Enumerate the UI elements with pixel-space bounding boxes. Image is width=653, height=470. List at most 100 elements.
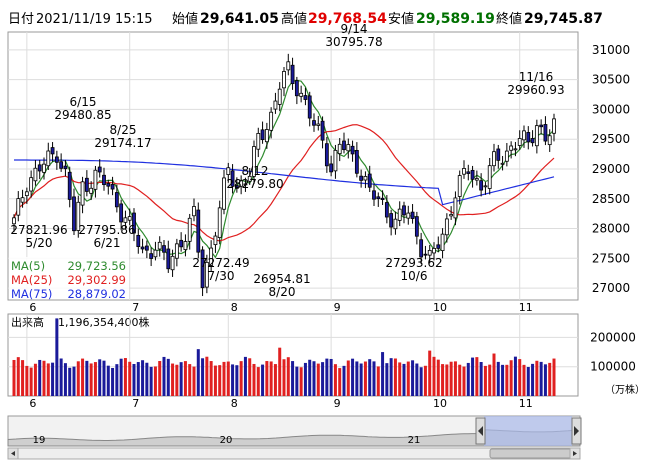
candle-body [277, 88, 282, 105]
candle-body [316, 123, 321, 126]
candle-body [213, 235, 218, 246]
price-tick-label: 29000 [592, 162, 630, 176]
candle-body [16, 198, 21, 216]
price-tick-label: 27000 [592, 281, 630, 295]
candle-body [552, 118, 556, 134]
volume-bar [42, 360, 46, 396]
volume-bar [55, 318, 59, 396]
volume-bar [466, 362, 470, 396]
volume-bar [522, 364, 526, 396]
volume-bar [188, 364, 192, 396]
annotation-value: 29480.85 [54, 108, 111, 122]
annotation-date: 6/21 [94, 236, 121, 250]
candle-body [372, 190, 376, 200]
candle-body [483, 185, 488, 188]
navigator-selection[interactable] [484, 416, 572, 446]
candle-body [389, 213, 394, 228]
price-tick-label: 28000 [592, 222, 630, 236]
candle-body [196, 209, 201, 253]
volume-bar [398, 362, 402, 396]
volume-bar [278, 347, 282, 396]
volume-bar [102, 360, 106, 396]
candle-body [24, 191, 29, 197]
volume-bar [93, 362, 97, 396]
candle-body [462, 168, 466, 175]
candle-body [89, 187, 94, 194]
annotation-date: 7/30 [208, 269, 235, 283]
volume-bar [548, 362, 552, 396]
volume-bar [98, 359, 102, 396]
candle-body [363, 176, 368, 181]
volume-bar [368, 359, 372, 396]
volume-bar [393, 358, 397, 396]
annotation-value: 27821.96 [10, 223, 67, 237]
volume-bar [299, 367, 303, 396]
candle-body [102, 174, 106, 186]
volume-bar [261, 364, 265, 396]
navigator[interactable]: 19 20 21 [7, 415, 582, 447]
volume-bar [106, 365, 110, 396]
scrollbar[interactable] [7, 447, 581, 460]
candle-body [333, 149, 338, 172]
candle-body [200, 249, 205, 289]
volume-bar [325, 358, 329, 396]
scrollbar-thumb[interactable] [489, 448, 575, 459]
volume-bar [269, 361, 273, 396]
navigator-label-19: 19 [33, 435, 46, 446]
candle-body [127, 216, 132, 221]
candle-body [106, 183, 111, 187]
candle-body [230, 170, 235, 187]
candle-body [222, 177, 226, 210]
price-tick-label: 27500 [592, 251, 630, 265]
candle-body [63, 165, 68, 170]
candles [12, 53, 556, 297]
annotation-date: 10/6 [401, 269, 428, 283]
volume-bar [252, 363, 256, 396]
candle-body [410, 211, 415, 219]
candle-body [273, 100, 278, 110]
volume-bar [329, 358, 333, 396]
volume-bar [509, 360, 513, 396]
candle-body [84, 177, 89, 192]
price-y-axis: 27000 27500 28000 28500 29000 29500 30000 30500… [592, 43, 630, 295]
volume-x-axis: 6 7 8 9 10 11 [29, 397, 532, 410]
volume-bar [351, 358, 355, 396]
annotation-date: 8/20 [269, 285, 296, 299]
volume-bar [68, 367, 72, 396]
candle-body [496, 148, 501, 161]
candle-body [346, 144, 351, 152]
candle-body [526, 132, 531, 143]
candle-body [76, 201, 81, 231]
volume-bar [479, 362, 483, 396]
candle-body [149, 253, 154, 259]
candle-body [217, 207, 222, 238]
candle-body [509, 145, 514, 151]
volume-bar [12, 359, 16, 396]
volume-bar [149, 366, 153, 396]
navigator-label-20: 20 [220, 435, 233, 446]
volume-bar [265, 361, 269, 396]
volume-bar [471, 357, 475, 396]
volume-bar [123, 358, 127, 396]
price-tick-label: 30000 [592, 102, 630, 116]
candle-body [470, 169, 475, 180]
candle-body [492, 151, 496, 167]
candle-body [170, 255, 175, 271]
candle-body [419, 239, 424, 258]
volume-bar [402, 363, 406, 396]
volume-bar [552, 358, 556, 396]
candle-body [312, 120, 316, 126]
annotation-value: 27293.62 [385, 256, 442, 270]
candle-body [114, 192, 119, 208]
volume-bar [231, 364, 235, 396]
candle-body [440, 233, 445, 251]
volume-bar [72, 366, 76, 396]
volume-bar [51, 362, 55, 396]
candle-body [234, 185, 239, 189]
volume-bar [526, 367, 530, 396]
candle-body [500, 162, 505, 165]
annotation-date: 5/20 [26, 236, 53, 250]
volume-bar [475, 357, 479, 396]
volume-bar [415, 363, 419, 396]
ma75-line [14, 159, 555, 206]
